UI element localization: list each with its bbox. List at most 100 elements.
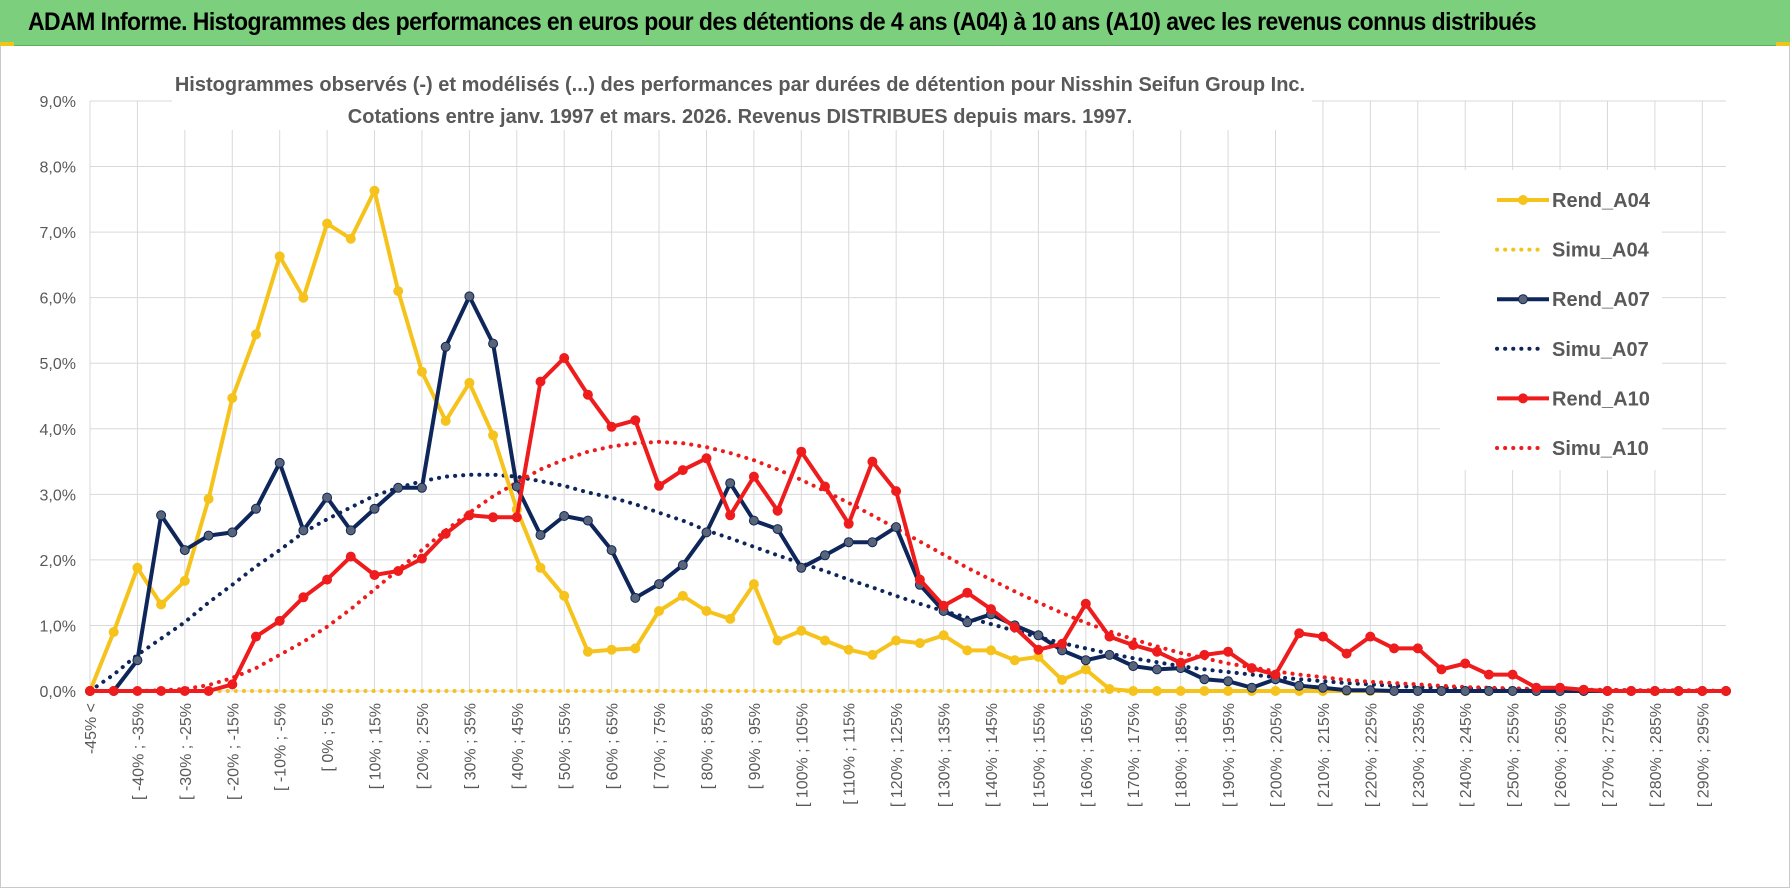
point-rend-a07 [630, 592, 641, 603]
point-rend-a10 [1673, 686, 1684, 696]
point-rend-a07 [1412, 686, 1423, 696]
point-rend-a10 [1128, 640, 1139, 651]
point-rend-a07 [962, 617, 973, 628]
y-tick-label: 3,0% [40, 487, 76, 504]
point-rend-a04 [369, 185, 380, 196]
point-rend-a04 [1199, 686, 1210, 696]
point-rend-a07 [416, 482, 427, 493]
point-rend-a07 [843, 537, 854, 548]
point-rend-a10 [393, 566, 404, 576]
legend-label-simu-a04: Simu_A04 [1552, 240, 1650, 262]
point-rend-a10 [85, 686, 95, 696]
point-rend-a10 [1389, 643, 1400, 654]
point-rend-a10 [986, 604, 996, 615]
x-tick-label: [ 80% ; 85% [699, 703, 716, 789]
x-tick-label: [ 130% ; 135% [937, 703, 954, 807]
point-rend-a07 [1246, 682, 1257, 693]
legend-background [1440, 170, 1662, 470]
x-tick-label: [ 50% ; 55% [557, 703, 574, 789]
x-tick-label: [ 60% ; 65% [605, 703, 622, 789]
point-rend-a10 [464, 510, 475, 521]
point-rend-a10 [108, 686, 119, 696]
point-rend-a10 [1436, 664, 1447, 675]
legend-label-rend-a10: Rend_A10 [1552, 388, 1650, 410]
x-tick-label: [ 100% ; 105% [794, 703, 811, 807]
x-tick-label: [ 70% ; 75% [652, 703, 669, 789]
point-rend-a04 [748, 579, 759, 590]
y-axis: 0,0% 1,0% 2,0% 3,0% 4,0% 5,0% 6,0% 7,0% 8,0% 9,0% [40, 94, 76, 701]
legend-label-simu-a10: Simu_A10 [1552, 438, 1649, 460]
point-rend-a10 [1033, 644, 1044, 655]
point-rend-a10 [1057, 638, 1068, 649]
title-background [172, 68, 1312, 130]
x-tick-label: [ 10% ; 15% [368, 703, 385, 789]
series-line-simu-a10 [88, 439, 1728, 693]
x-tick-label: [ 160% ; 165% [1079, 703, 1096, 807]
point-rend-a07 [1223, 676, 1234, 687]
point-rend-a07 [1341, 685, 1352, 696]
point-rend-a07 [1128, 661, 1139, 672]
point-rend-a10 [654, 480, 664, 491]
point-rend-a10 [701, 453, 712, 464]
point-rend-a07 [677, 560, 688, 571]
point-rend-a07 [1080, 655, 1091, 666]
point-rend-a10 [677, 465, 688, 476]
x-tick-label: [ 150% ; 155% [1031, 703, 1048, 807]
point-rend-a07 [1460, 686, 1471, 696]
point-rend-a07 [701, 527, 712, 538]
point-rend-a07 [440, 341, 451, 352]
point-rend-a07 [227, 527, 238, 538]
legend-marker-rend-a10 [1518, 393, 1528, 404]
point-rend-a10 [1152, 646, 1162, 657]
point-rend-a07 [1199, 674, 1210, 685]
point-rend-a10 [1341, 648, 1352, 659]
point-rend-a10 [227, 679, 238, 690]
point-rend-a10 [1531, 682, 1542, 693]
x-tick-label: [ 0% ; 5% [320, 703, 337, 771]
x-axis: -45% < [ -40% ; -35% [ -30% ; -25% [ -20% ;… [83, 703, 1712, 807]
point-rend-a10 [891, 486, 902, 497]
point-rend-a10 [1175, 657, 1186, 668]
point-rend-a10 [488, 512, 499, 523]
header-banner: ADAM Informe. Histogrammes des performan… [0, 0, 1790, 46]
point-rend-a04 [203, 493, 214, 504]
legend-marker-rend-a07 [1518, 294, 1528, 305]
point-rend-a07 [820, 550, 830, 561]
point-rend-a04 [1080, 664, 1091, 675]
point-rend-a04 [1223, 686, 1234, 696]
point-rend-a04 [108, 627, 119, 637]
point-rend-a10 [440, 528, 451, 539]
point-rend-a04 [535, 562, 546, 573]
point-rend-a07 [1436, 686, 1447, 696]
point-rend-a10 [1246, 663, 1257, 674]
point-rend-a10 [1365, 631, 1376, 642]
point-rend-a04 [725, 613, 736, 624]
point-rend-a07 [772, 524, 783, 535]
point-rend-a07 [1104, 649, 1115, 660]
point-rend-a04 [843, 644, 854, 655]
point-rend-a07 [369, 503, 380, 514]
point-rend-a07 [393, 482, 404, 493]
point-rend-a04 [1152, 686, 1162, 696]
point-rend-a07 [891, 522, 902, 533]
point-rend-a07 [1294, 680, 1305, 691]
point-rend-a10 [132, 686, 143, 696]
point-rend-a07 [251, 503, 261, 514]
point-rend-a07 [796, 562, 807, 573]
legend-label-rend-a04: Rend_A04 [1552, 190, 1651, 212]
point-rend-a07 [179, 545, 190, 556]
point-rend-a10 [1649, 686, 1660, 696]
point-rend-a10 [203, 686, 214, 696]
point-rend-a04 [322, 218, 333, 229]
point-rend-a10 [796, 446, 807, 457]
point-rend-a10 [322, 574, 333, 585]
point-rend-a07 [1507, 686, 1518, 696]
x-tick-label: [ 110% ; 115% [842, 703, 859, 805]
x-tick-label: [ 240% ; 245% [1458, 703, 1475, 807]
point-rend-a07 [535, 530, 546, 540]
point-rend-a07 [559, 511, 570, 521]
point-rend-a04 [867, 649, 878, 660]
point-rend-a04 [1175, 686, 1186, 696]
point-rend-a04 [630, 643, 641, 654]
